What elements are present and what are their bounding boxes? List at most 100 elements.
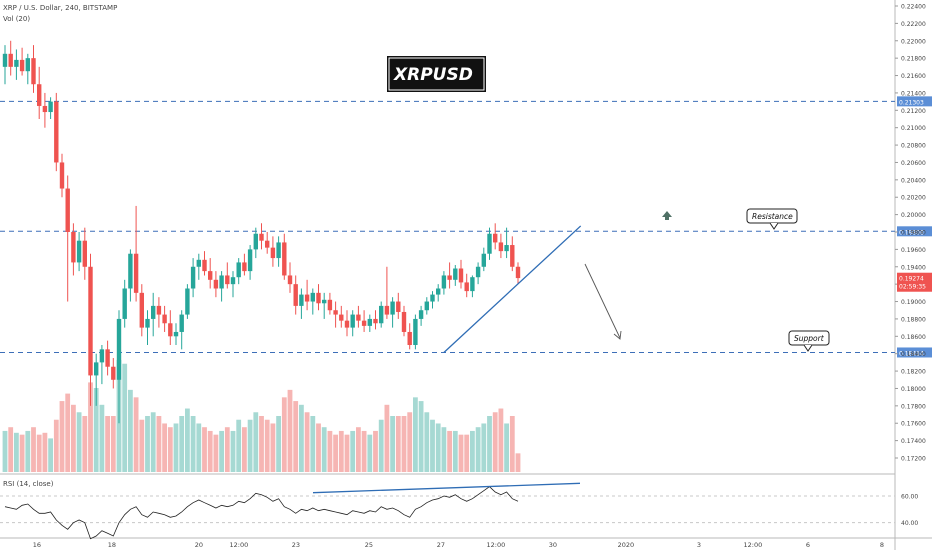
volume-bar	[413, 397, 418, 472]
volume-bars	[2, 360, 521, 472]
time-tick-label: 20	[195, 541, 203, 549]
volume-bar	[105, 416, 110, 472]
volume-bar	[48, 438, 53, 472]
volume-bar	[264, 419, 270, 472]
candle-body	[76, 240, 82, 263]
volume-bar	[401, 416, 407, 472]
volume-bar	[219, 430, 224, 472]
volume-bar	[31, 427, 36, 472]
volume-bar	[133, 397, 139, 472]
volume-bar	[487, 416, 492, 472]
price-tick-label: 0.22000	[901, 38, 926, 45]
candle-body	[8, 53, 13, 67]
level-price-tag	[897, 96, 932, 107]
candle-body	[458, 268, 464, 283]
candle-body	[145, 318, 150, 328]
candle-body	[156, 305, 162, 315]
candle-body	[407, 331, 412, 345]
candle-body	[270, 247, 276, 259]
candle-body	[418, 310, 424, 319]
price-tick-label: 0.19800	[901, 230, 926, 237]
volume-bar	[162, 423, 167, 472]
candle-body	[316, 292, 321, 304]
price-tick-label: 0.18600	[901, 334, 926, 341]
price-tick-label: 0.21600	[901, 73, 926, 80]
volume-bar	[464, 434, 470, 472]
volume-bar	[481, 423, 487, 472]
volume-bar	[247, 419, 253, 472]
candle-body	[185, 288, 190, 315]
price-tick-label: 0.19000	[901, 299, 926, 306]
volume-bar	[242, 427, 247, 472]
time-tick-label: 16	[33, 541, 41, 549]
candle-body	[230, 277, 236, 285]
candle-body	[213, 279, 219, 289]
rsi-line	[4, 486, 519, 540]
candle-body	[225, 275, 230, 285]
resistance-callout-pointer	[769, 222, 779, 230]
candle-body	[424, 301, 429, 311]
annotations: XRPUSD Resistance Support	[387, 56, 830, 352]
candle-body	[498, 242, 504, 252]
candle-body	[37, 84, 42, 106]
time-tick-label: 12:00	[230, 541, 249, 549]
candle-body	[515, 266, 521, 279]
volume-bar	[110, 416, 116, 472]
candle-body	[19, 59, 25, 72]
candle-body	[304, 294, 310, 302]
volume-bar	[384, 404, 390, 472]
candle-body	[190, 266, 196, 289]
candle-body	[162, 314, 167, 324]
candle-body	[361, 320, 367, 326]
candle-body	[128, 253, 133, 289]
volume-bar	[196, 423, 202, 472]
candle-body	[322, 299, 327, 304]
volume-bar	[498, 408, 504, 472]
candle-body	[396, 301, 401, 312]
price-tick-label: 0.17400	[901, 438, 926, 445]
candle-body	[208, 271, 213, 280]
time-tick-label: 30	[549, 541, 557, 549]
price-tick-label: 0.21200	[901, 108, 926, 115]
volume-bar	[515, 453, 521, 472]
volume-bar	[82, 416, 88, 472]
projection-arrow-head	[613, 330, 622, 340]
volume-bar	[8, 427, 14, 472]
volume-bar	[338, 430, 344, 472]
volume-bar	[299, 404, 304, 472]
volume-bar	[435, 423, 441, 472]
price-tick-label: 0.17200	[901, 456, 926, 463]
rsi-trendline	[312, 482, 581, 494]
price-tick-label: 0.20600	[901, 160, 926, 167]
candle-body	[48, 101, 53, 113]
volume-bar	[418, 401, 424, 472]
candle-body	[111, 366, 116, 380]
volume-bar	[378, 419, 384, 472]
time-tick-label: 3	[697, 541, 701, 549]
price-tick-label: 0.21400	[901, 90, 926, 97]
candle-body	[133, 253, 139, 293]
volume-bar	[344, 434, 350, 472]
volume-bar	[390, 416, 395, 472]
volume-bar	[190, 416, 196, 472]
candle-body	[379, 305, 384, 324]
volume-bar	[492, 412, 498, 472]
volume-bar	[356, 427, 361, 472]
candle-body	[88, 266, 93, 376]
candle-body	[350, 314, 355, 328]
candle-body	[413, 318, 418, 345]
candle-body	[253, 233, 258, 250]
price-tick-label: 0.20200	[901, 195, 926, 202]
price-tick-label: 0.18400	[901, 351, 926, 358]
volume-bar	[128, 389, 133, 472]
candle-body	[236, 262, 241, 278]
time-axis: 16 18 20 12:00 23 25 27 12:00 30 2020 3 12:00 6 8	[33, 541, 884, 549]
volume-bar	[236, 419, 242, 472]
last-price-tag	[897, 272, 932, 292]
volume-bar	[293, 401, 299, 472]
volume-bar	[253, 412, 259, 472]
last-price-text: 0.19274	[899, 276, 924, 283]
volume-bar	[316, 423, 321, 472]
candle-body	[2, 53, 8, 67]
